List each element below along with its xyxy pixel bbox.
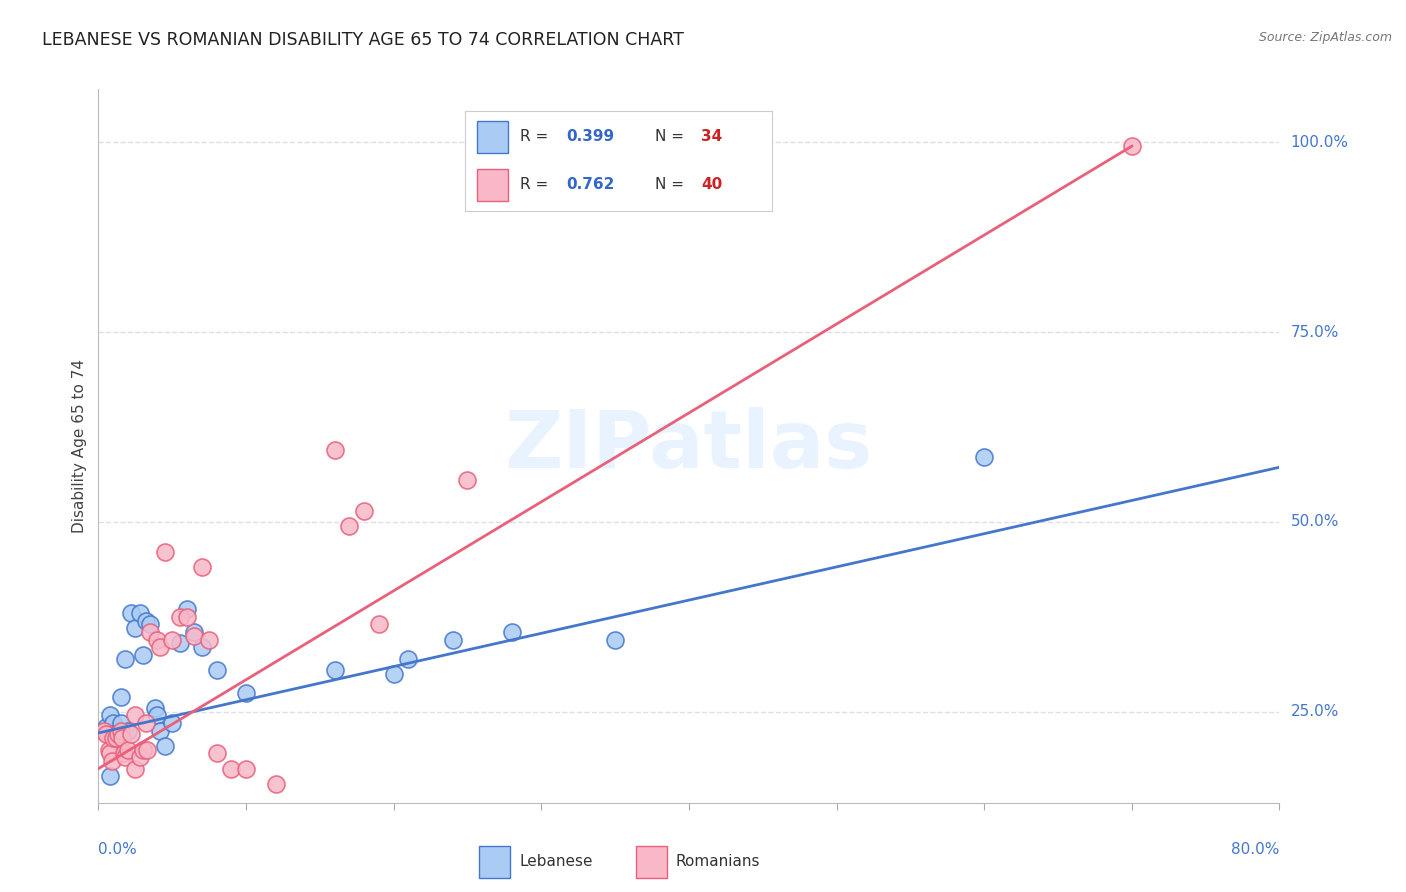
Point (456, 473, 478, 487)
Point (264, 777, 287, 791)
Point (143, 701, 166, 715)
Text: 75.0%: 75.0% (1291, 325, 1339, 340)
Point (191, 560, 214, 574)
Point (128, 606, 150, 620)
Text: 80.0%: 80.0% (1232, 842, 1279, 856)
Point (94, 720, 117, 734)
Point (139, 625, 162, 640)
Point (114, 750, 136, 764)
Point (198, 632, 221, 647)
Point (353, 503, 375, 517)
Point (323, 442, 346, 457)
Point (153, 545, 176, 559)
Point (139, 617, 162, 632)
Text: 0.0%: 0.0% (98, 842, 138, 856)
Point (191, 640, 214, 655)
Point (337, 518, 360, 533)
Point (135, 716, 157, 731)
Point (162, 716, 183, 731)
Point (368, 617, 391, 632)
Point (973, 450, 995, 465)
Text: 25.0%: 25.0% (1291, 704, 1339, 719)
Point (124, 621, 146, 635)
Point (136, 742, 159, 756)
Text: Source: ZipAtlas.com: Source: ZipAtlas.com (1258, 31, 1392, 45)
Point (103, 731, 125, 746)
Point (132, 742, 155, 756)
Point (112, 747, 135, 761)
Point (219, 762, 242, 776)
Point (107, 727, 129, 741)
Point (111, 731, 134, 746)
Point (501, 625, 523, 640)
Text: 50.0%: 50.0% (1291, 515, 1339, 530)
Point (396, 651, 419, 665)
Point (605, 632, 627, 647)
Point (205, 747, 228, 761)
Point (120, 727, 142, 741)
Point (441, 632, 464, 647)
Point (98, 708, 121, 723)
Point (183, 629, 205, 643)
Point (103, 727, 125, 741)
Point (128, 750, 150, 764)
Point (124, 708, 146, 723)
Point (120, 606, 142, 620)
Point (149, 640, 172, 655)
Point (97, 742, 120, 756)
Point (117, 742, 139, 756)
Point (103, 716, 125, 731)
Point (183, 625, 205, 640)
Point (132, 648, 155, 662)
Point (149, 723, 172, 738)
Point (124, 762, 146, 776)
Point (382, 666, 405, 681)
Point (105, 731, 128, 746)
Point (105, 731, 128, 746)
Point (323, 663, 346, 677)
Text: 100.0%: 100.0% (1291, 135, 1348, 150)
Point (205, 663, 228, 677)
Point (235, 686, 257, 700)
Point (93, 723, 115, 738)
Point (235, 762, 257, 776)
Point (110, 716, 132, 731)
Point (1121, 139, 1143, 153)
Text: LEBANESE VS ROMANIAN DISABILITY AGE 65 TO 74 CORRELATION CHART: LEBANESE VS ROMANIAN DISABILITY AGE 65 T… (42, 31, 685, 49)
Point (146, 632, 169, 647)
Point (176, 602, 198, 616)
Point (153, 739, 176, 753)
Point (169, 609, 191, 624)
Point (94, 727, 117, 741)
Point (169, 636, 191, 650)
Point (146, 708, 169, 723)
Point (98, 769, 121, 783)
Text: ZIPatlas: ZIPatlas (505, 407, 873, 485)
Point (117, 723, 139, 738)
Point (98, 747, 121, 761)
Point (162, 632, 183, 647)
Point (176, 609, 198, 624)
Y-axis label: Disability Age 65 to 74: Disability Age 65 to 74 (72, 359, 87, 533)
Point (135, 614, 157, 628)
Point (100, 754, 122, 768)
Point (110, 690, 132, 704)
Point (110, 723, 132, 738)
Point (114, 651, 136, 665)
